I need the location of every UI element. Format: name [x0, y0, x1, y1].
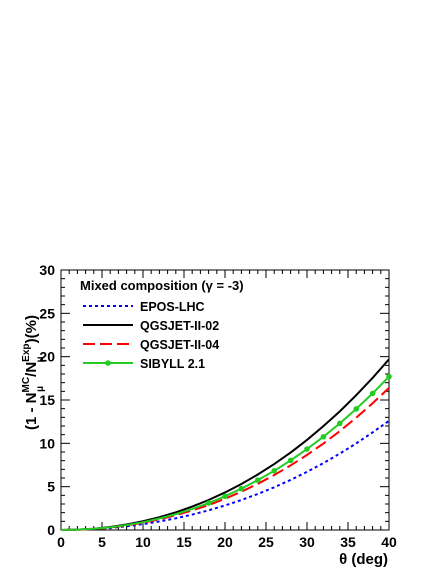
series-point-sibyll-2-1 [238, 485, 245, 492]
y-axis-title-sup-exp: Exp [21, 343, 32, 361]
x-axis-title: θ (deg) [339, 551, 388, 568]
x-tick-label: 15 [176, 534, 192, 550]
tick-labels: 0 5 10 15 20 25 30 35 40 0 5 10 15 20 25 30 [39, 262, 397, 550]
series-line-qgsjet-ii-04 [60, 387, 390, 531]
x-tick-label: 25 [258, 534, 274, 550]
series-point-sibyll-2-1 [287, 457, 294, 464]
x-tick-label: 20 [217, 534, 233, 550]
y-axis-title-slash: /N [23, 362, 40, 377]
y-axis-title-sub-mu: μ [35, 386, 46, 392]
series-line-sibyll-2-1 [60, 375, 390, 531]
series-point-sibyll-2-1 [353, 406, 360, 412]
series-point-sibyll-2-1 [386, 373, 392, 380]
legend-label-qgsjet-ii-02: QGSJET-II-02 [140, 319, 219, 333]
x-tick-label: 40 [381, 534, 397, 550]
y-tick-label: 15 [39, 392, 55, 408]
legend-title: Mixed composition (γ = -3) [80, 278, 244, 293]
series-point-sibyll-2-1 [369, 390, 376, 397]
legend: EPOS-LHC QGSJET-II-02 QGSJET-II-04 SIBYLL 2… [83, 300, 219, 371]
y-tick-label: 30 [39, 262, 55, 278]
y-axis-title-suffix: )(%) [23, 315, 40, 343]
y-axis-title: (1 - NMC μ/NExp μ)(%) [21, 315, 46, 430]
series-point-sibyll-2-1 [222, 493, 228, 500]
legend-label-epos-lhc: EPOS-LHC [140, 300, 205, 314]
y-axis-title-sup-mc: MC [21, 377, 32, 393]
y-tick-label: 25 [39, 305, 55, 321]
x-tick-label: 0 [57, 534, 65, 550]
series-point-sibyll-2-1 [320, 433, 327, 440]
y-axis-title-prefix: (1 - N [23, 393, 40, 431]
x-tick-label: 10 [135, 534, 151, 550]
legend-label-qgsjet-ii-04: QGSJET-II-04 [140, 338, 219, 352]
series-line-epos-lhc [60, 419, 390, 531]
plot-frame [60, 269, 390, 531]
x-tick-label: 30 [299, 534, 315, 550]
series-point-sibyll-2-1 [271, 468, 278, 474]
y-tick-label: 0 [47, 522, 55, 538]
x-tick-label: 35 [340, 534, 356, 550]
y-tick-label: 5 [47, 479, 55, 495]
axis-ticks [60, 269, 390, 531]
series-point-sibyll-2-1 [205, 500, 212, 506]
y-tick-label: 10 [39, 435, 55, 451]
legend-marker-sibyll-2-1 [105, 360, 111, 366]
x-tick-label: 5 [98, 534, 106, 550]
series-layer [60, 358, 392, 531]
series-point-sibyll-2-1 [254, 477, 261, 483]
series-point-sibyll-2-1 [304, 446, 310, 452]
y-tick-label: 20 [39, 349, 55, 365]
series-point-sibyll-2-1 [337, 420, 343, 427]
series-line-qgsjet-ii-02 [60, 358, 390, 531]
y-axis-title-sub-mu-2: μ [35, 356, 46, 362]
legend-label-sibyll-2-1: SIBYLL 2.1 [140, 357, 205, 371]
